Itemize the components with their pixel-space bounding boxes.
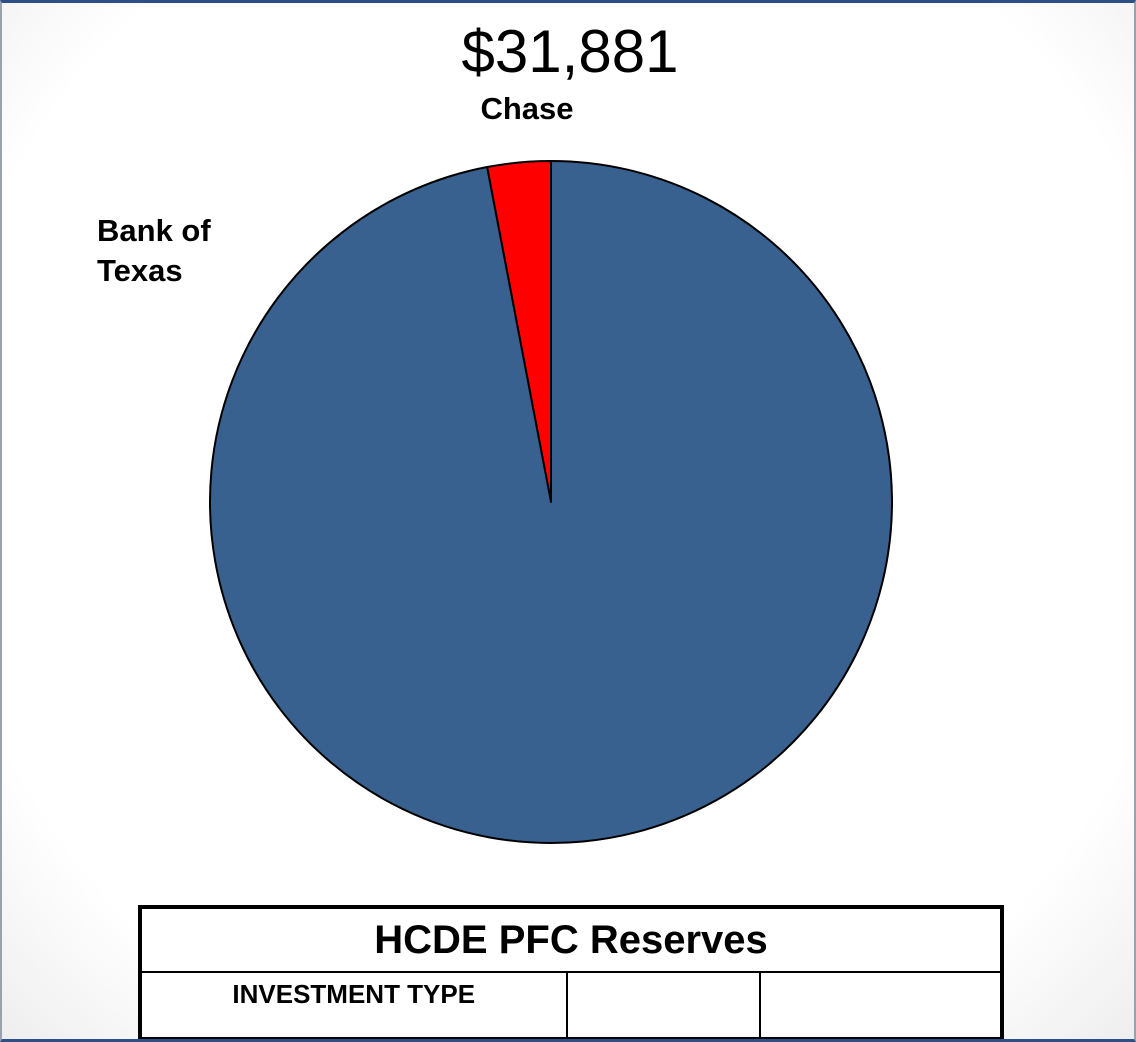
- slice-label-bank-of-texas-line1: Bank of: [97, 213, 211, 248]
- table-row: [139, 1037, 1003, 1039]
- table-cell: [565, 1037, 762, 1039]
- reserves-table: HCDE PFC Reserves INVESTMENT TYPE: [138, 905, 1004, 1039]
- table-title: HCDE PFC Reserves: [139, 906, 1003, 973]
- pie-chart: Chase Bank of Texas: [97, 91, 893, 844]
- table-cell: [759, 1037, 1003, 1039]
- pie-slices: [209, 160, 893, 844]
- slice-label-bank-of-texas: Bank of Texas: [97, 213, 219, 288]
- slice-label-chase: Chase: [480, 91, 573, 126]
- column-header-3: [759, 971, 1003, 1039]
- column-header-investment-type: INVESTMENT TYPE: [139, 971, 568, 1039]
- slice-label-bank-of-texas-line2: Texas: [97, 253, 183, 288]
- pie-slice-bank-of-texas: [209, 160, 893, 844]
- chart-title: $31,881: [461, 18, 679, 85]
- column-header-2: [565, 971, 762, 1039]
- table-cell: [139, 1037, 568, 1039]
